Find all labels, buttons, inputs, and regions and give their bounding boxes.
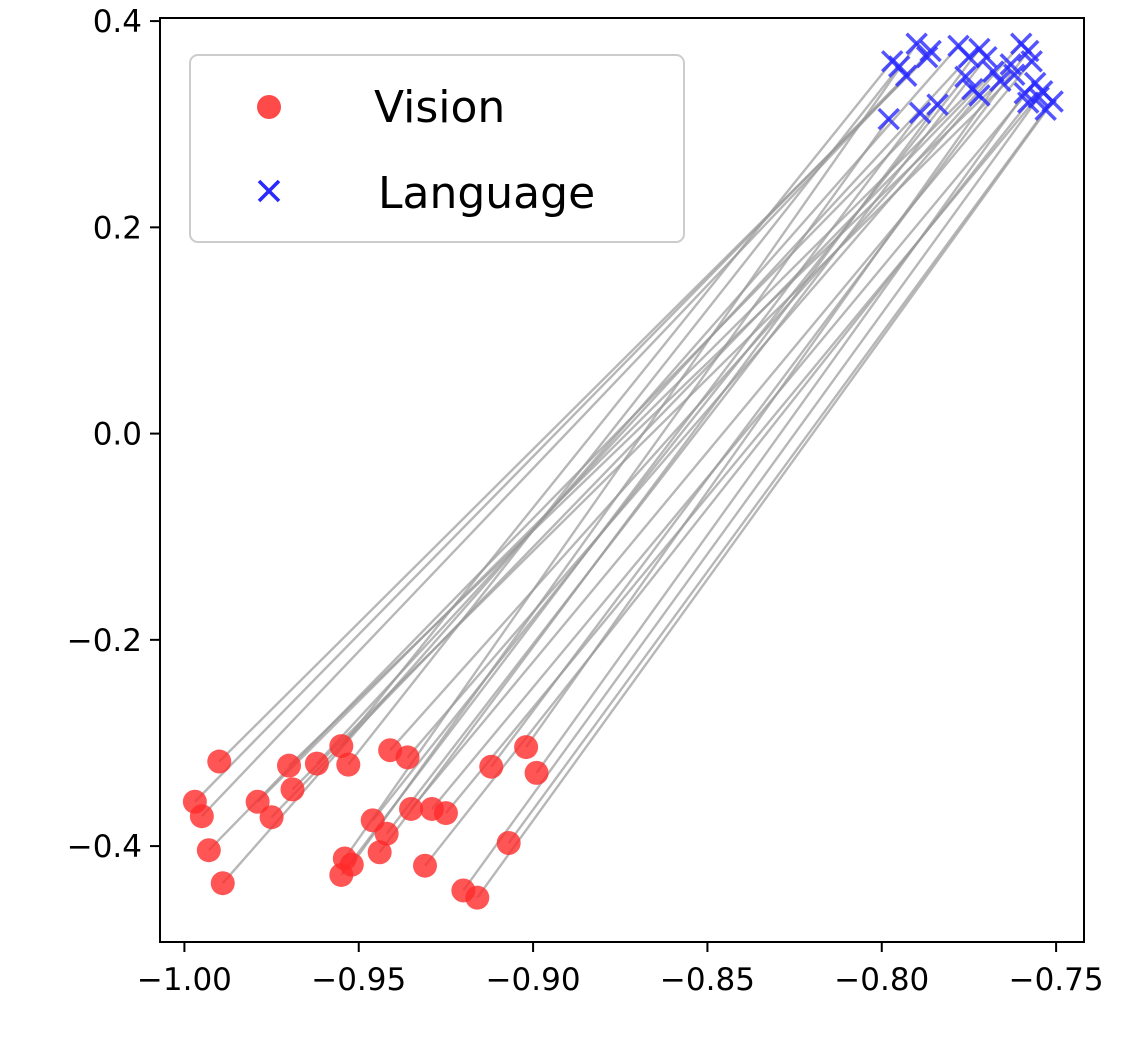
x-axis: −1.00 −0.95 −0.90 −0.85 −0.80 −0.75: [137, 942, 1104, 998]
vision-point: [207, 749, 232, 774]
y-axis: −0.4 −0.2 0.0 0.2 0.4: [67, 4, 160, 865]
plot-frame: [159, 17, 1085, 943]
connection-line: [462, 96, 1040, 892]
legend-box: [189, 54, 685, 243]
legend: Vision Language: [189, 54, 685, 243]
x-tick-label: −0.90: [486, 962, 581, 998]
vision-point: [433, 801, 458, 826]
language-point: [1020, 50, 1043, 73]
vision-point: [514, 735, 539, 760]
connection-line: [194, 74, 908, 803]
connection-lines: [194, 42, 1054, 899]
connection-line: [316, 56, 970, 765]
vision-point: [412, 853, 437, 878]
language-points: [877, 32, 1064, 131]
connection-line: [535, 92, 1026, 774]
connection-line: [288, 80, 1002, 767]
vision-point: [524, 760, 549, 785]
language-point: [999, 53, 1023, 76]
vision-point: [395, 745, 420, 770]
connection-line: [270, 70, 995, 819]
legend-vision-label: Vision: [374, 82, 505, 133]
language-point: [975, 45, 998, 69]
x-tick-label: −1.00: [137, 962, 232, 998]
language-point: [894, 64, 918, 87]
vision-point: [399, 796, 424, 821]
connection-line: [347, 65, 901, 766]
legend-vision-marker: [257, 95, 281, 119]
connection-line: [525, 63, 1012, 748]
connection-line: [389, 42, 1023, 751]
y-tick-label: 0.0: [93, 417, 142, 453]
connection-line: [507, 109, 1047, 844]
language-point: [919, 39, 942, 63]
y-tick-label: −0.4: [67, 829, 142, 865]
vision-point: [329, 734, 354, 759]
language-point: [954, 65, 977, 89]
vision-point: [277, 753, 302, 778]
language-point: [957, 45, 981, 69]
connection-line: [256, 88, 974, 803]
language-point: [905, 32, 928, 56]
x-tick-label: −0.75: [1009, 962, 1104, 998]
x-tick-label: −0.95: [311, 962, 406, 998]
connection-line: [431, 82, 1037, 810]
vision-point: [496, 831, 521, 855]
connection-line: [406, 94, 981, 759]
language-point: [877, 107, 900, 131]
connection-line: [343, 43, 918, 860]
language-point: [1041, 90, 1064, 113]
vision-points: [182, 734, 549, 910]
language-point: [1013, 82, 1036, 105]
legend-language-label: Language: [378, 168, 595, 219]
vision-point: [245, 789, 270, 814]
vision-point: [374, 821, 399, 846]
vision-point: [259, 805, 284, 830]
vision-point: [189, 804, 214, 829]
y-tick-label: 0.2: [93, 210, 142, 246]
vision-point: [339, 852, 364, 877]
connection-line: [340, 60, 894, 747]
language-point: [989, 69, 1012, 93]
x-tick-label: −0.80: [834, 962, 929, 998]
y-tick-label: −0.2: [67, 623, 142, 659]
vision-point: [210, 871, 235, 896]
language-point: [908, 101, 932, 125]
vision-point: [465, 885, 490, 910]
language-point: [915, 45, 939, 69]
connection-line: [378, 48, 981, 853]
y-tick-label: 0.4: [93, 4, 142, 40]
vision-point: [367, 840, 392, 865]
vision-point: [280, 777, 305, 802]
vision-point: [479, 754, 504, 779]
connection-line: [200, 50, 932, 818]
connection-line: [340, 112, 922, 876]
language-point: [968, 84, 991, 107]
language-point: [926, 93, 949, 116]
vision-point: [196, 838, 221, 863]
x-tick-label: −0.85: [660, 962, 755, 998]
vision-point: [336, 752, 361, 777]
connection-line: [385, 56, 988, 835]
language-point: [1027, 86, 1050, 109]
vision-point: [304, 751, 329, 776]
legend-language-marker: [257, 179, 281, 203]
connection-line: [490, 50, 1030, 768]
connection-line: [476, 100, 1054, 899]
